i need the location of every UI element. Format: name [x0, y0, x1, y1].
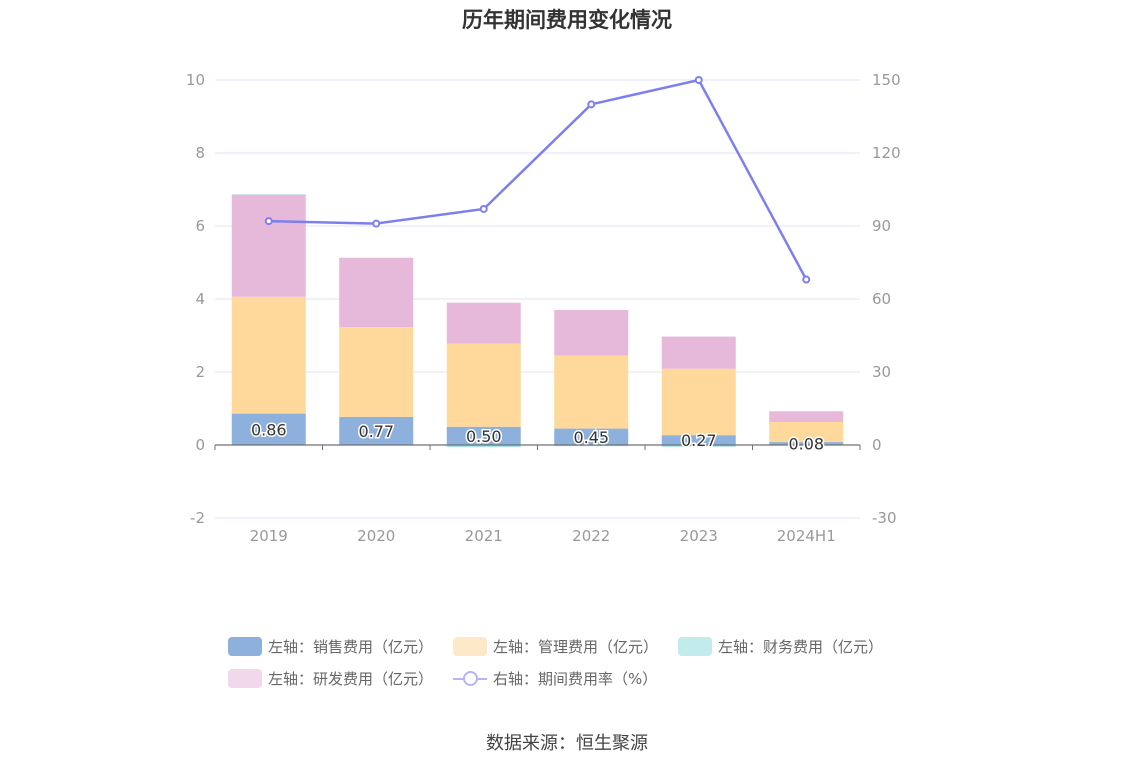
- bar-segment: [339, 327, 414, 417]
- legend-item[interactable]: 左轴：财务费用（亿元）: [678, 636, 883, 657]
- bar-segment: [339, 257, 414, 328]
- expense-rate-point: [372, 219, 381, 228]
- y-right-tick-label: 120: [872, 144, 901, 162]
- bar-segment: [339, 416, 414, 445]
- gridlines: [215, 79, 860, 519]
- expense-rate-point: [264, 217, 273, 226]
- chart-title: 历年期间费用变化情况: [462, 8, 672, 32]
- source-note: 数据来源：恒生聚源: [486, 733, 648, 754]
- bar-segment: [769, 422, 844, 443]
- legend-row: 左轴：销售费用（亿元） 左轴：管理费用（亿元） 左轴：财务费用（亿元）: [228, 630, 928, 662]
- bar-segment: [231, 296, 306, 414]
- bar-segment: [446, 426, 521, 445]
- bar-segment: [661, 435, 736, 445]
- bar-segment: [554, 355, 629, 429]
- legend-swatch-icon: [453, 636, 488, 656]
- x-tick-label: 2024H1: [777, 527, 836, 545]
- expense-rate-line: [268, 78, 808, 281]
- bar-segment: [769, 411, 844, 412]
- data-labels: 0.86 0.77 0.50 0.45 0.27 0.08: [249, 419, 825, 455]
- legend-line-marker-icon: [453, 669, 488, 688]
- y-right-tick-label: 150: [872, 71, 901, 89]
- expense-rate-point: [802, 275, 811, 284]
- y-right-tick-label: 90: [872, 217, 891, 235]
- legend-item[interactable]: 左轴：管理费用（亿元）: [453, 636, 658, 657]
- y-right-tick-label: 0: [872, 436, 882, 454]
- x-tick-label: 2022: [572, 527, 610, 545]
- legend-swatch-icon: [228, 668, 262, 688]
- legend-item[interactable]: 左轴：研发费用（亿元）: [228, 668, 433, 689]
- sales-data-label: 0.27: [681, 431, 717, 450]
- y-right-tick-label: -30: [872, 509, 897, 527]
- y-left-tick-label: 2: [195, 363, 205, 381]
- line-series: [264, 76, 811, 284]
- y-left-tick-label: 0: [195, 436, 205, 454]
- expense-rate-point: [694, 76, 703, 84]
- bar-segment: [231, 194, 306, 195]
- bar-segment: [446, 343, 521, 427]
- sales-data-label: 0.08: [788, 435, 824, 454]
- x-tick-label: 2021: [465, 527, 503, 545]
- expense-rate-point: [479, 204, 488, 213]
- axes: 10 150 8 120 6 90 4 60 2 30 0 0 -2 -30 2019 2020 2021 202…: [186, 71, 901, 545]
- bar-segment: [769, 411, 844, 423]
- bar-segment: [554, 309, 629, 356]
- sales-data-label: 0.86: [251, 420, 287, 439]
- y-right-tick-label: 60: [872, 290, 891, 308]
- bar-segment: [231, 194, 306, 297]
- bar-segment: [446, 445, 521, 448]
- y-left-tick-label: -2: [190, 509, 205, 527]
- x-tick-label: 2023: [680, 527, 718, 545]
- legend-label: 左轴：销售费用（亿元）: [268, 637, 434, 656]
- bar-segment: [661, 445, 736, 447]
- bar-segment: [231, 413, 306, 445]
- x-tick-label: 2019: [250, 527, 288, 545]
- legend-label: 左轴：研发费用（亿元）: [268, 669, 434, 688]
- sales-data-label: 0.77: [358, 422, 394, 441]
- bar-segment: [661, 336, 736, 369]
- legend-swatch-icon: [228, 636, 262, 656]
- y-left-tick-label: 8: [195, 144, 205, 162]
- legend-label: 左轴：管理费用（亿元）: [493, 637, 659, 656]
- y-left-tick-label: 6: [195, 217, 205, 235]
- expense-rate-point: [587, 100, 596, 109]
- legend: 左轴：销售费用（亿元） 左轴：管理费用（亿元） 左轴：财务费用（亿元） 左轴：研发费用…: [228, 630, 928, 694]
- bar-segment: [769, 442, 844, 445]
- bar-segment: [446, 302, 521, 344]
- sales-data-label: 0.45: [573, 428, 609, 447]
- y-left-tick-label: 4: [195, 290, 205, 308]
- bar-series: [231, 194, 844, 448]
- legend-swatch-icon: [678, 636, 713, 656]
- bar-segment: [554, 428, 629, 445]
- legend-item[interactable]: 左轴：销售费用（亿元）: [228, 636, 433, 657]
- bar-segment: [661, 368, 736, 436]
- legend-label: 右轴：期间费用率（%）: [493, 669, 658, 688]
- y-left-tick-label: 10: [186, 71, 205, 89]
- y-right-tick-label: 30: [872, 363, 891, 381]
- legend-label: 左轴：财务费用（亿元）: [718, 637, 884, 656]
- sales-data-label: 0.50: [466, 427, 502, 446]
- legend-item[interactable]: 右轴：期间费用率（%）: [453, 668, 657, 689]
- x-tick-label: 2020: [357, 527, 395, 545]
- legend-row: 左轴：研发费用（亿元） 右轴：期间费用率（%）: [228, 662, 928, 694]
